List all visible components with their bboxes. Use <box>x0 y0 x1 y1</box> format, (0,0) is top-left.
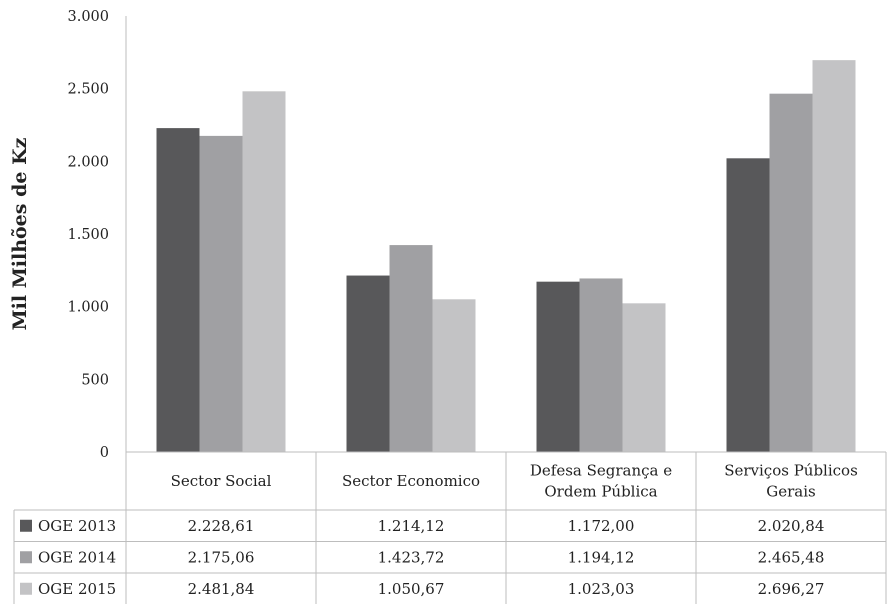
table-value: 2.175,06 <box>188 548 255 566</box>
bar <box>812 60 856 453</box>
bar <box>769 93 813 453</box>
y-tick-label: 2.000 <box>67 154 109 170</box>
bar <box>726 158 770 453</box>
bar <box>579 278 623 452</box>
table-value: 1.194,12 <box>568 548 635 566</box>
legend-series-name: OGE 2013 <box>38 517 116 535</box>
category-label: Sector Social <box>171 472 272 490</box>
category-label: Defesa Segrança e <box>530 462 672 480</box>
bar <box>346 275 390 452</box>
bar <box>622 303 666 452</box>
bar <box>389 245 433 452</box>
category-label: Serviços Públicos <box>724 462 858 480</box>
legend-key <box>20 582 32 595</box>
bar <box>242 91 286 453</box>
y-tick-label: 500 <box>81 372 109 388</box>
table-value: 1.050,67 <box>378 580 445 598</box>
legend-key <box>20 551 32 564</box>
bar <box>156 128 200 452</box>
table-value: 2.481,84 <box>188 580 255 598</box>
legend-series-name: OGE 2015 <box>38 580 116 598</box>
bar <box>536 281 580 452</box>
y-tick-label: 2.500 <box>67 82 109 98</box>
legend-series-name: OGE 2014 <box>38 548 116 566</box>
category-label: Sector Economico <box>342 472 480 490</box>
y-tick-label: 1.500 <box>67 227 109 243</box>
table-value: 1.023,03 <box>568 580 635 598</box>
bar <box>432 299 476 452</box>
table-value: 1.214,12 <box>378 517 445 535</box>
table-value: 2.696,27 <box>758 580 825 598</box>
y-axis-label: Mil Milhões de Kz <box>9 137 31 330</box>
bar <box>199 135 243 452</box>
table-value: 1.172,00 <box>568 517 635 535</box>
table-value: 1.423,72 <box>378 548 445 566</box>
category-label: Gerais <box>766 483 815 501</box>
y-tick-label: 0 <box>100 445 109 461</box>
y-tick-label: 1.000 <box>67 300 109 316</box>
table-value: 2.020,84 <box>758 517 825 535</box>
legend-key <box>20 519 32 532</box>
table-value: 2.465,48 <box>758 548 825 566</box>
y-tick-label: 3.000 <box>67 9 109 25</box>
category-label: Ordem Pública <box>544 483 657 501</box>
table-value: 2.228,61 <box>188 517 255 535</box>
